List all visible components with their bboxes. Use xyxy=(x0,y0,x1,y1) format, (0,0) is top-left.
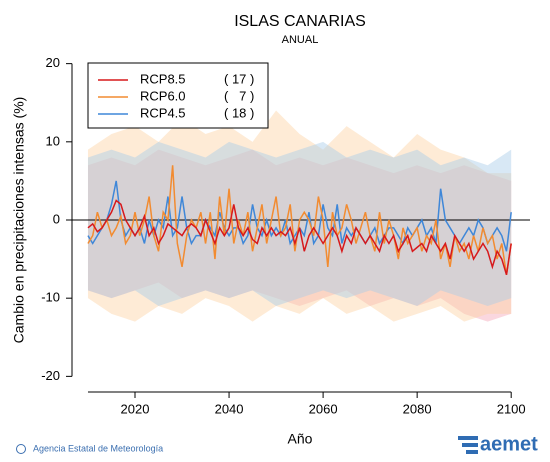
uncertainty-band xyxy=(87,110,512,322)
chart-subtitle: ANUAL xyxy=(282,34,319,46)
y-tick-label: -10 xyxy=(41,290,60,305)
x-tick-label: 2100 xyxy=(497,401,526,416)
legend-label: RCP4.5 xyxy=(140,105,186,120)
legend-box xyxy=(87,62,269,129)
legend-label: RCP6.0 xyxy=(140,88,186,103)
copyright-icon xyxy=(16,444,26,454)
x-axis-label: Año xyxy=(288,431,313,447)
y-tick-label: 10 xyxy=(46,133,60,148)
series-line xyxy=(87,199,512,275)
logo-text: aemet xyxy=(480,433,538,455)
legend-count: ( 18 ) xyxy=(224,105,254,120)
x-tick-label: 2080 xyxy=(403,401,432,416)
x-tick-label: 2020 xyxy=(121,401,150,416)
logo-mark xyxy=(458,436,478,454)
uncertainty-band xyxy=(87,149,512,322)
legend-count: ( 7 ) xyxy=(224,88,254,103)
legend-label: RCP8.5 xyxy=(140,71,186,86)
x-tick-label: 2060 xyxy=(309,401,338,416)
legend-count: ( 17 ) xyxy=(224,71,254,86)
chart-title: ISLAS CANARIAS xyxy=(234,13,366,30)
y-tick-label: -20 xyxy=(41,368,60,383)
y-tick-label: 20 xyxy=(46,55,60,70)
agency-name: Agencia Estatal de Meteorología xyxy=(33,443,163,453)
y-axis-label: Cambio en precipitaciones intensas (%) xyxy=(11,97,27,344)
series-line xyxy=(87,165,512,275)
x-tick-label: 2040 xyxy=(215,401,244,416)
y-tick-label: 0 xyxy=(53,211,60,226)
